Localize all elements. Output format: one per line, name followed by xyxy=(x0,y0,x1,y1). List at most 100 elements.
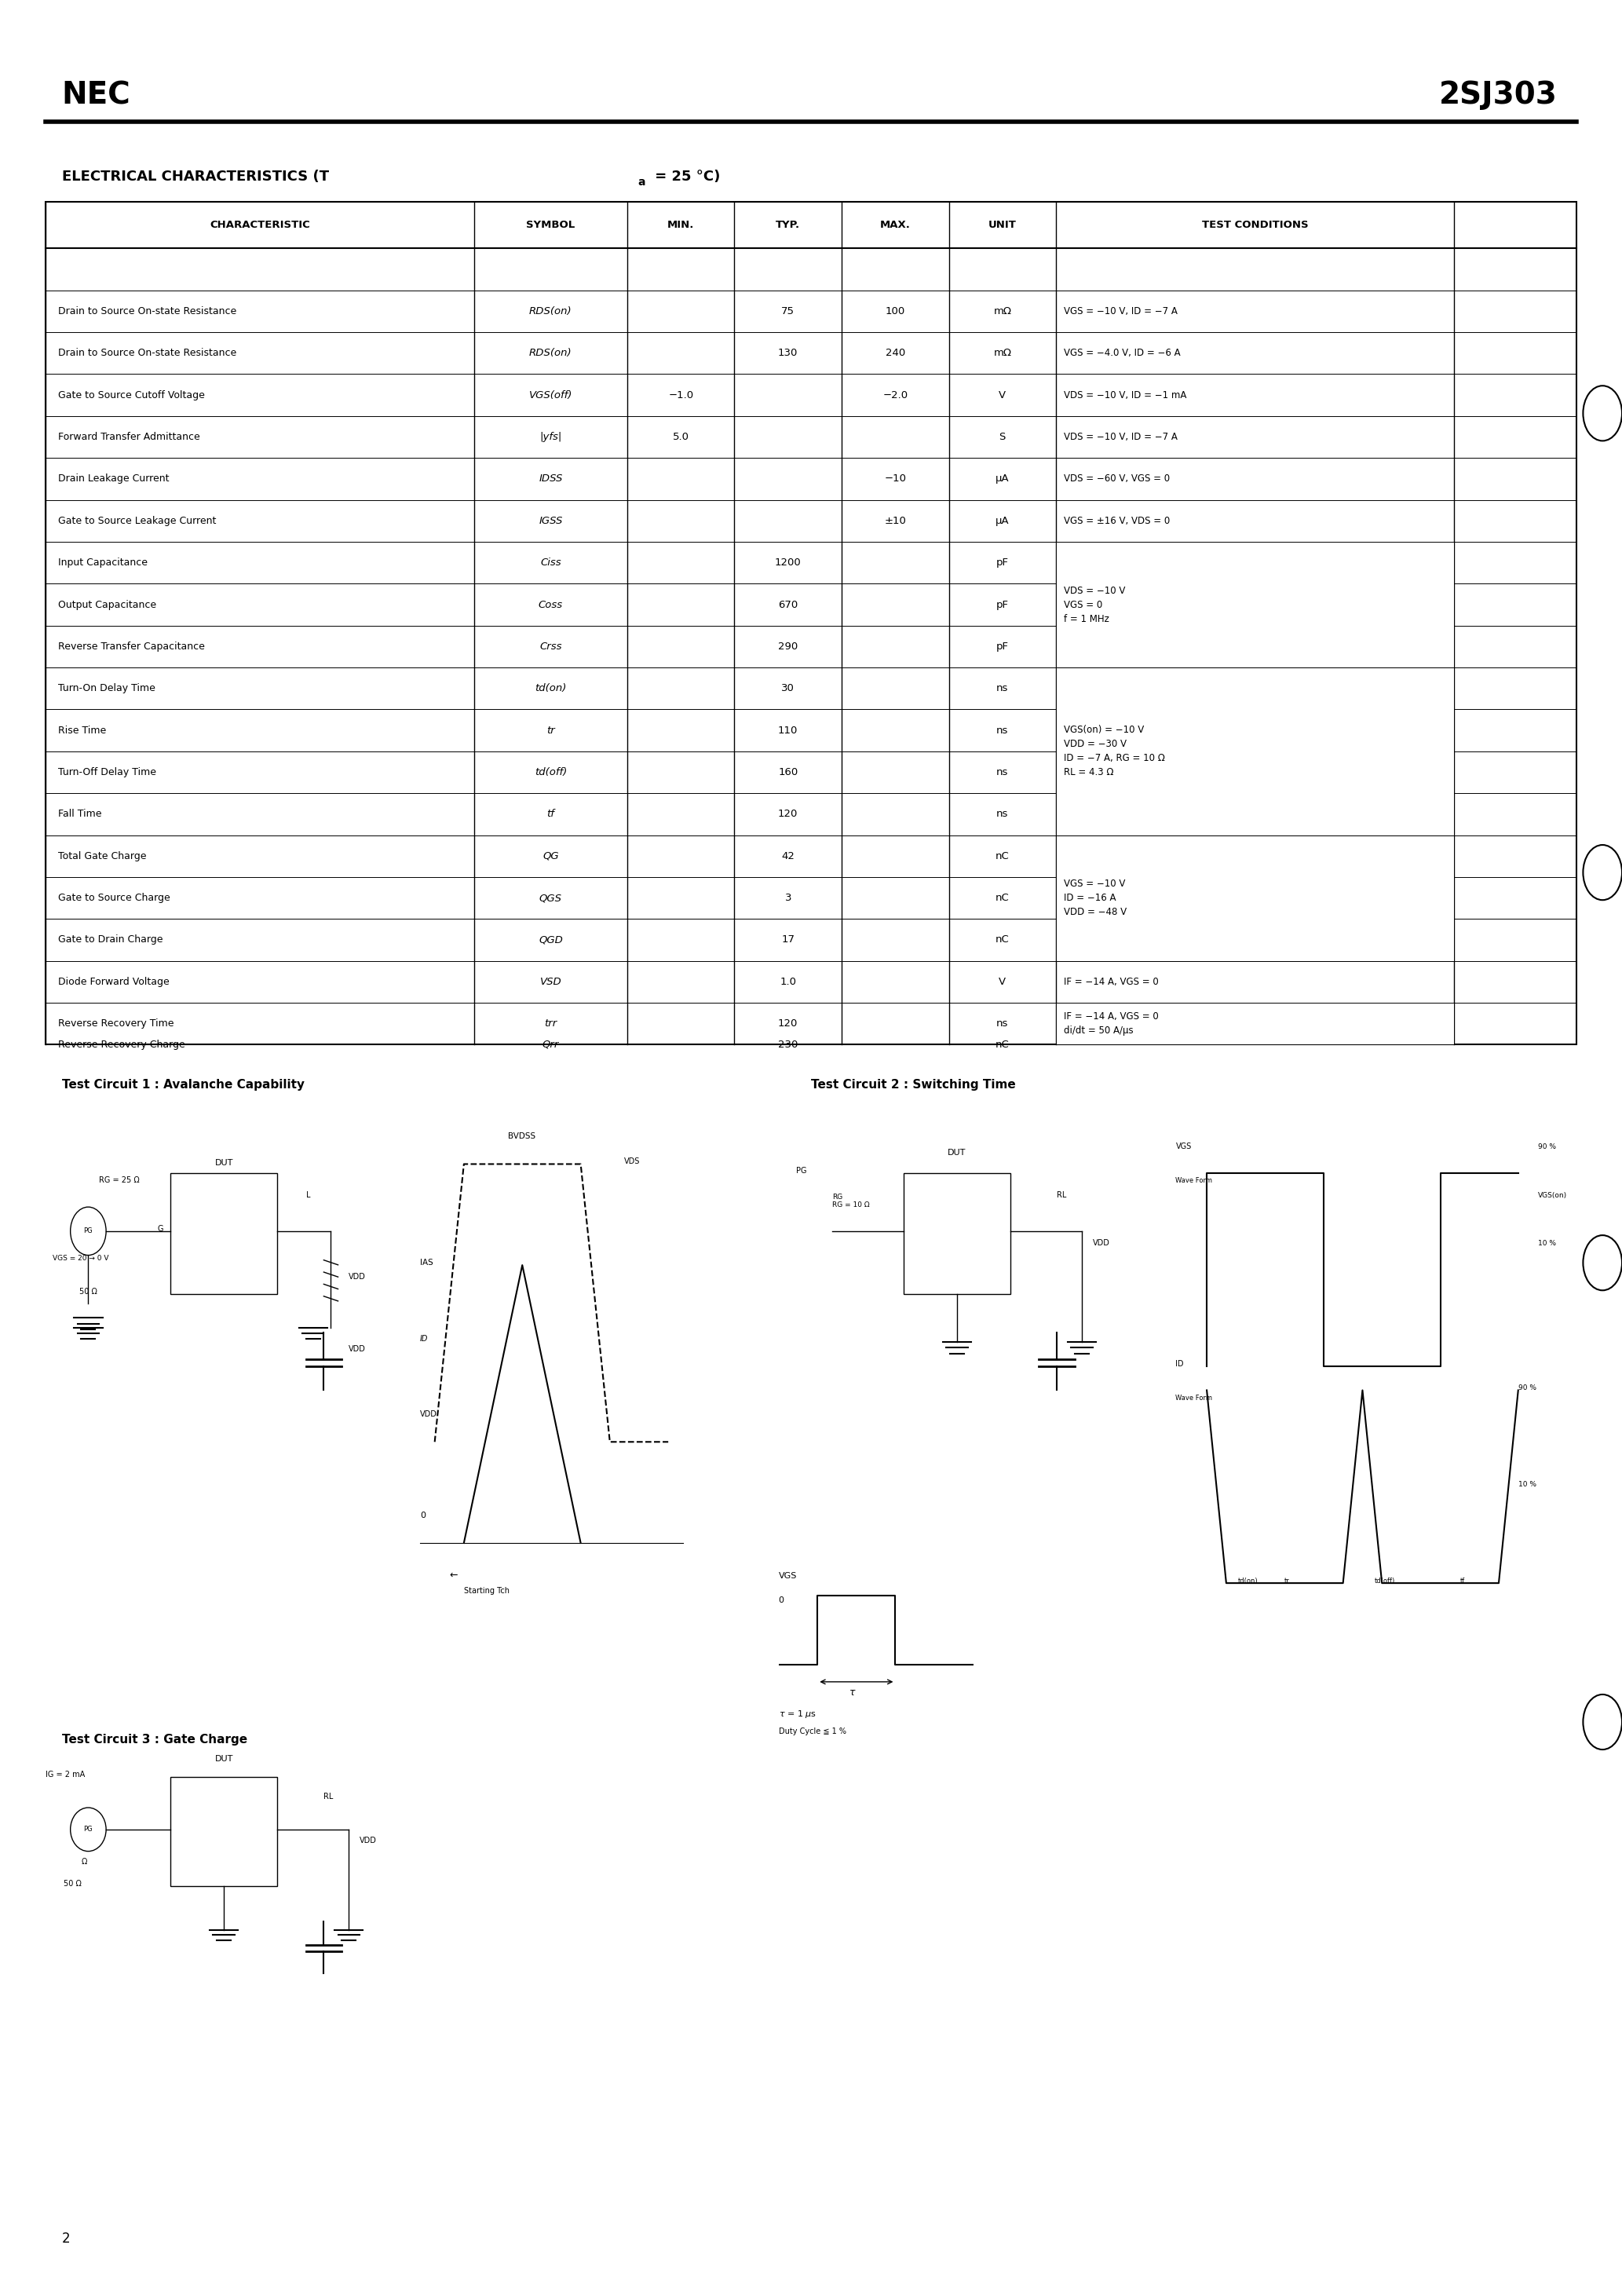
Text: 17: 17 xyxy=(782,934,795,946)
Text: NEC: NEC xyxy=(62,80,130,110)
Text: Wave Form: Wave Form xyxy=(1176,1178,1213,1185)
Text: Qrr: Qrr xyxy=(542,1040,560,1049)
Text: VGS = ±16 V, VDS = 0: VGS = ±16 V, VDS = 0 xyxy=(1064,517,1171,526)
Bar xyxy=(1056,542,1453,668)
Text: VGS: VGS xyxy=(1176,1143,1192,1150)
Text: VDS = −10 V
VGS = 0
f = 1 MHz: VDS = −10 V VGS = 0 f = 1 MHz xyxy=(1064,585,1126,625)
Text: 10 %: 10 % xyxy=(1538,1240,1555,1247)
Text: Ω: Ω xyxy=(81,1857,88,1867)
Text: 670: 670 xyxy=(779,599,798,611)
Text: pF: pF xyxy=(996,641,1009,652)
Text: 160: 160 xyxy=(779,767,798,778)
Text: VDD: VDD xyxy=(1093,1240,1109,1247)
Bar xyxy=(1056,668,1453,836)
Text: IF = −14 A, VGS = 0: IF = −14 A, VGS = 0 xyxy=(1064,976,1158,987)
Text: 1.0: 1.0 xyxy=(780,976,796,987)
Text: SYMBOL: SYMBOL xyxy=(526,220,576,230)
Text: VDD: VDD xyxy=(349,1272,367,1281)
Text: Reverse Recovery Charge: Reverse Recovery Charge xyxy=(58,1040,185,1049)
Text: trr: trr xyxy=(545,1019,556,1029)
Text: 130: 130 xyxy=(779,349,798,358)
Text: Gate to Source Charge: Gate to Source Charge xyxy=(58,893,170,902)
Text: ELECTRICAL CHARACTERISTICS (T: ELECTRICAL CHARACTERISTICS (T xyxy=(62,170,329,184)
Text: td(off): td(off) xyxy=(1374,1577,1395,1584)
Text: L: L xyxy=(307,1192,310,1199)
Text: DUT: DUT xyxy=(947,1148,967,1157)
Text: RDS(on): RDS(on) xyxy=(529,305,573,317)
Text: PG: PG xyxy=(84,1228,92,1235)
Bar xyxy=(45,202,1577,1045)
Text: ←: ← xyxy=(449,1570,457,1580)
Text: RL: RL xyxy=(324,1793,334,1800)
Text: nC: nC xyxy=(996,934,1009,946)
Text: ns: ns xyxy=(996,726,1009,735)
Text: Wave Form: Wave Form xyxy=(1176,1394,1213,1401)
Text: V: V xyxy=(999,390,1006,400)
Text: Diode Forward Voltage: Diode Forward Voltage xyxy=(58,976,170,987)
Text: μA: μA xyxy=(996,473,1009,484)
Text: tr: tr xyxy=(547,726,555,735)
Text: ns: ns xyxy=(996,684,1009,693)
Text: td(off): td(off) xyxy=(535,767,568,778)
Text: 42: 42 xyxy=(782,852,795,861)
Text: ns: ns xyxy=(996,767,1009,778)
Text: 100: 100 xyxy=(886,305,905,317)
Text: 30: 30 xyxy=(782,684,795,693)
Text: 50 Ω: 50 Ω xyxy=(79,1288,97,1295)
Text: −2.0: −2.0 xyxy=(882,390,908,400)
Text: td(on): td(on) xyxy=(1238,1577,1259,1584)
Text: RG
RG = 10 Ω: RG RG = 10 Ω xyxy=(832,1194,869,1208)
Text: |yfs|: |yfs| xyxy=(540,432,561,443)
Text: 120: 120 xyxy=(779,808,798,820)
Bar xyxy=(170,1777,277,1887)
Text: VGS(off): VGS(off) xyxy=(529,390,573,400)
Text: VGS = 20 → 0 V: VGS = 20 → 0 V xyxy=(52,1254,109,1261)
Text: μA: μA xyxy=(996,517,1009,526)
Text: MIN.: MIN. xyxy=(667,220,694,230)
Text: IGSS: IGSS xyxy=(539,517,563,526)
Text: ID: ID xyxy=(1176,1359,1184,1368)
Text: Gate to Source Leakage Current: Gate to Source Leakage Current xyxy=(58,517,216,526)
Bar xyxy=(170,1173,277,1295)
Text: V: V xyxy=(999,976,1006,987)
Text: mΩ: mΩ xyxy=(993,349,1012,358)
Text: Gate to Source Cutoff Voltage: Gate to Source Cutoff Voltage xyxy=(58,390,204,400)
Text: BVDSS: BVDSS xyxy=(508,1132,535,1141)
Text: TYP.: TYP. xyxy=(775,220,800,230)
Text: VDD: VDD xyxy=(349,1345,367,1352)
Text: Gate to Drain Charge: Gate to Drain Charge xyxy=(58,934,164,946)
Text: UNIT: UNIT xyxy=(988,220,1017,230)
Text: 2: 2 xyxy=(62,2232,70,2245)
Text: IG = 2 mA: IG = 2 mA xyxy=(45,1770,84,1779)
Text: Test Circuit 1 : Avalanche Capability: Test Circuit 1 : Avalanche Capability xyxy=(62,1079,305,1091)
Text: Fall Time: Fall Time xyxy=(58,808,102,820)
Text: IAS: IAS xyxy=(420,1258,433,1267)
Text: Starting Tch: Starting Tch xyxy=(464,1587,509,1596)
Text: Drain to Source On-state Resistance: Drain to Source On-state Resistance xyxy=(58,305,237,317)
Text: Input Capacitance: Input Capacitance xyxy=(58,558,148,567)
Text: Total Gate Charge: Total Gate Charge xyxy=(58,852,146,861)
Text: $\tau$ = 1 $\mu$s: $\tau$ = 1 $\mu$s xyxy=(779,1708,816,1720)
Text: DUT: DUT xyxy=(214,1159,234,1166)
Text: 90 %: 90 % xyxy=(1538,1143,1555,1150)
Text: RL: RL xyxy=(1058,1192,1067,1199)
Text: tf: tf xyxy=(547,808,555,820)
Text: 50 Ω: 50 Ω xyxy=(63,1880,81,1887)
Bar xyxy=(903,1173,1011,1295)
Text: VGS(on) = −10 V
VDD = −30 V
ID = −7 A, RG = 10 Ω
RL = 4.3 Ω: VGS(on) = −10 V VDD = −30 V ID = −7 A, R… xyxy=(1064,726,1165,778)
Text: 120: 120 xyxy=(779,1019,798,1029)
Text: 5.0: 5.0 xyxy=(673,432,689,443)
Bar xyxy=(1056,836,1453,960)
Text: Ciss: Ciss xyxy=(540,558,561,567)
Text: PG: PG xyxy=(84,1825,92,1832)
Text: 1200: 1200 xyxy=(775,558,801,567)
Text: VGS(on): VGS(on) xyxy=(1538,1192,1567,1199)
Text: VDS = −60 V, VGS = 0: VDS = −60 V, VGS = 0 xyxy=(1064,473,1169,484)
Text: 75: 75 xyxy=(782,305,795,317)
Text: tr: tr xyxy=(1285,1577,1289,1584)
Text: nC: nC xyxy=(996,893,1009,902)
Text: Test Circuit 2 : Switching Time: Test Circuit 2 : Switching Time xyxy=(811,1079,1015,1091)
Text: Drain Leakage Current: Drain Leakage Current xyxy=(58,473,169,484)
Text: S: S xyxy=(999,432,1006,443)
Text: RDS(on): RDS(on) xyxy=(529,349,573,358)
